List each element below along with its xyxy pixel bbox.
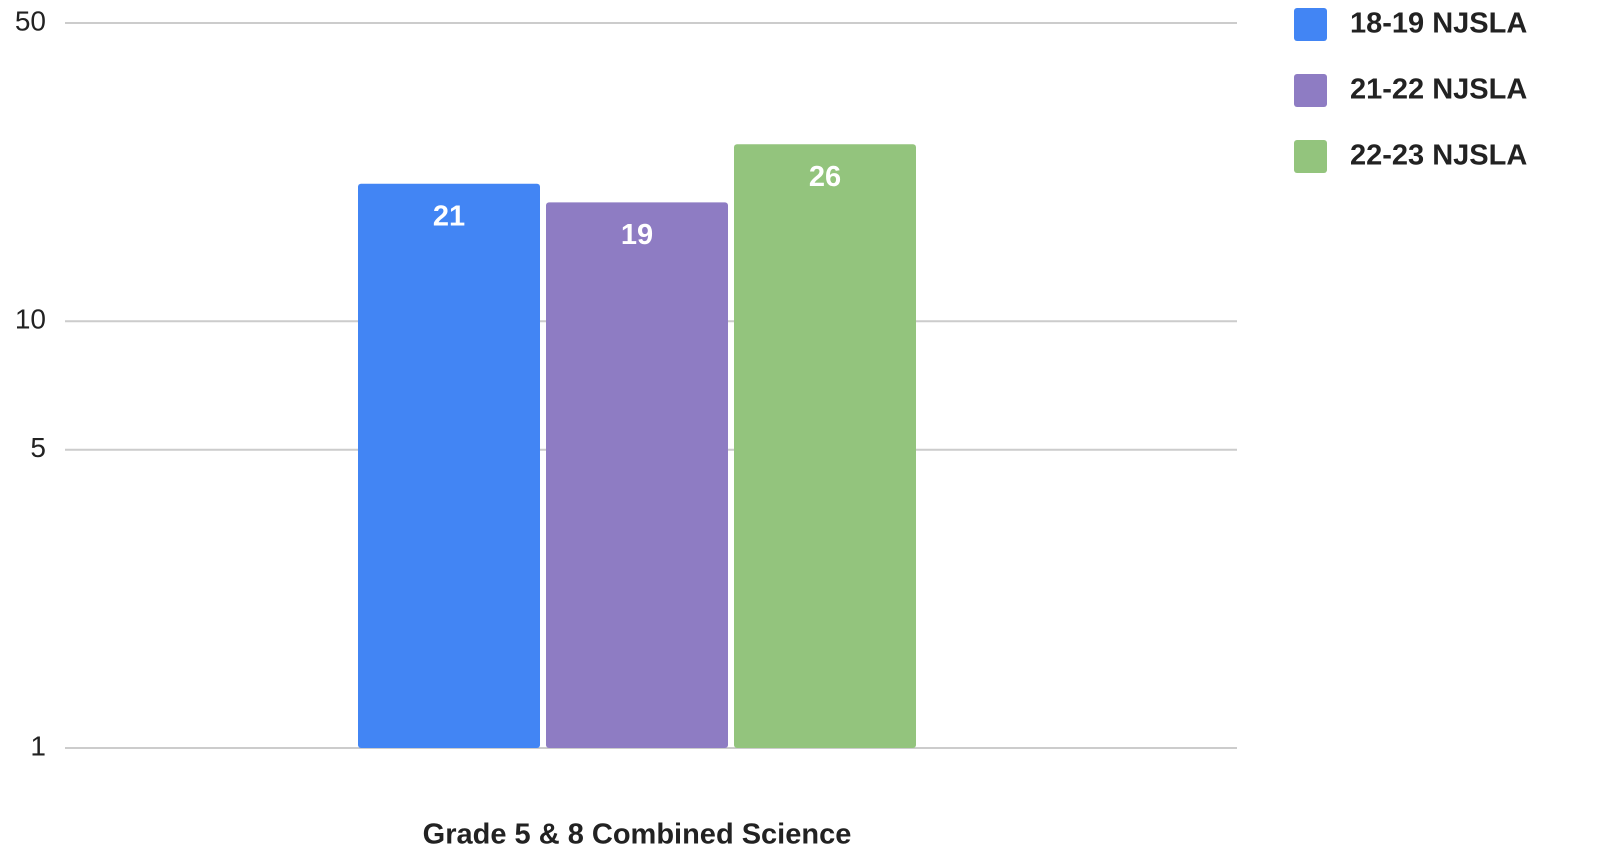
bar: [734, 144, 916, 749]
legend-label: 21-22 NJSLA: [1350, 74, 1527, 106]
legend-label: 22-23 NJSLA: [1350, 140, 1527, 172]
legend-label: 18-19 NJSLA: [1350, 8, 1527, 40]
bar: [358, 183, 540, 748]
data-label: 19: [621, 219, 653, 251]
bar: [546, 202, 728, 748]
y-tick-label: 10: [15, 304, 46, 335]
legend-swatch: [1294, 140, 1327, 173]
y-tick-label: 5: [30, 432, 46, 463]
y-tick-label: 1: [30, 730, 46, 761]
x-axis-label: Grade 5 & 8 Combined Science: [423, 819, 852, 851]
data-label: 26: [809, 161, 841, 193]
y-tick-label: 50: [15, 5, 46, 36]
legend-swatch: [1294, 74, 1327, 107]
data-label: 21: [433, 200, 465, 232]
legend-swatch: [1294, 8, 1327, 41]
